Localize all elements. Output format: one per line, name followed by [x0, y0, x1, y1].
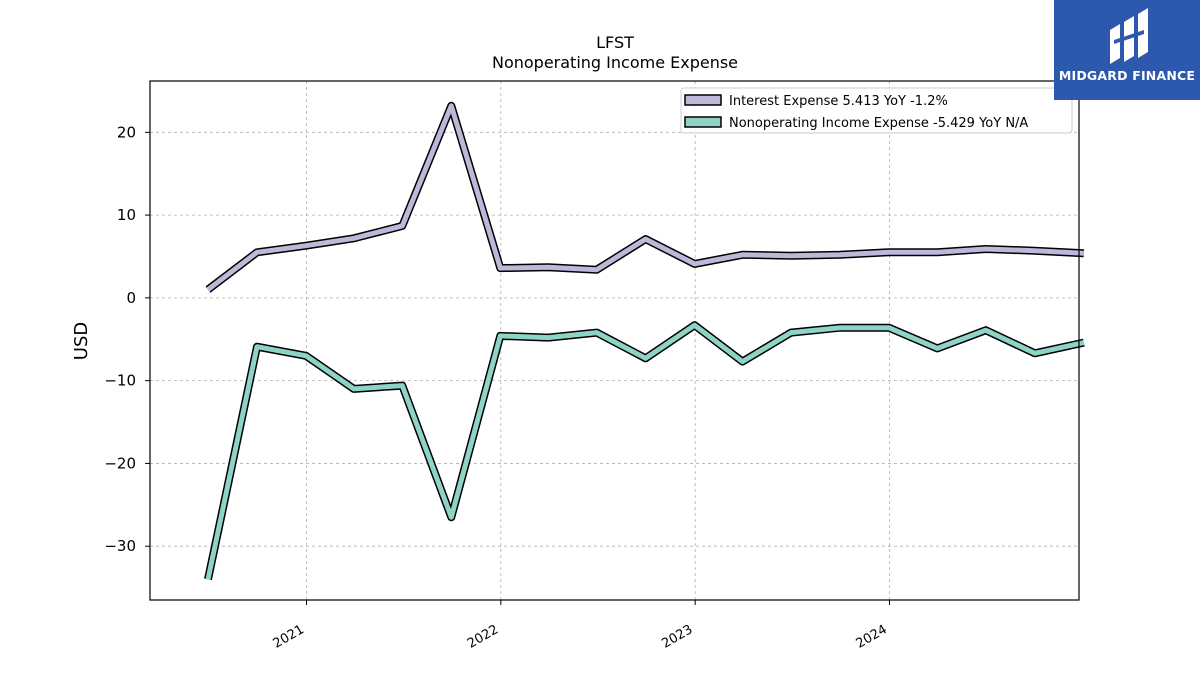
series-layer: [204, 101, 1086, 582]
data-point: [303, 243, 308, 248]
data-point: [837, 325, 842, 330]
data-point: [740, 359, 745, 364]
data-point: [692, 261, 697, 266]
data-point: [449, 103, 454, 108]
data-point: [594, 267, 599, 272]
data-point: [788, 253, 793, 258]
legend-box: [680, 87, 1073, 134]
data-point: [351, 386, 356, 391]
chart-subtitle: Nonoperating Income Expense: [492, 53, 738, 72]
data-point: [303, 353, 308, 358]
x-tick-label: 2022: [465, 622, 501, 652]
y-tick-label: −20: [104, 454, 136, 472]
data-point: [643, 356, 648, 361]
legend: Interest Expense 5.413 YoY -1.2% Nonopera…: [680, 87, 1073, 134]
data-point: [1081, 340, 1086, 345]
x-axis: 2021 2022 2023 2024: [271, 600, 890, 652]
data-point: [206, 287, 211, 292]
logo-text: MIDGARD FINANCE: [1058, 68, 1196, 83]
data-point: [837, 252, 842, 257]
data-point: [983, 328, 988, 333]
y-tick-label: −30: [104, 537, 136, 555]
data-point: [1032, 248, 1037, 253]
y-tick-label: −10: [104, 372, 136, 390]
data-point: [449, 515, 454, 520]
x-tick-label: 2021: [271, 622, 307, 652]
data-point: [546, 265, 551, 270]
data-point: [498, 333, 503, 338]
y-tick-label: 0: [126, 289, 136, 307]
data-point: [643, 237, 648, 242]
data-point: [740, 252, 745, 257]
legend-label: Interest Expense 5.413 YoY -1.2%: [729, 94, 948, 109]
y-axis-label: USD: [71, 322, 92, 360]
data-point: [206, 577, 211, 582]
legend-label: Nonoperating Income Expense -5.429 YoY N…: [729, 116, 1028, 131]
data-point: [400, 223, 405, 228]
series-line: [205, 322, 1085, 580]
data-point: [546, 335, 551, 340]
data-point: [886, 325, 891, 330]
data-point: [255, 250, 260, 255]
midgard-finance-logo: MIDGARD FINANCE: [1054, 0, 1200, 100]
data-point: [255, 344, 260, 349]
data-point: [983, 247, 988, 252]
y-tick-label: 10: [117, 206, 136, 224]
data-point: [886, 250, 891, 255]
data-point: [498, 266, 503, 271]
legend-swatch: [684, 116, 722, 128]
data-point: [935, 346, 940, 351]
data-point: [400, 383, 405, 388]
legend-swatch: [684, 94, 722, 106]
plot-frame: [149, 80, 1080, 601]
y-axis: 20 10 0 −10 −20 −30: [104, 123, 150, 555]
x-tick-label: 2024: [854, 622, 890, 652]
data-point: [594, 330, 599, 335]
y-tick-label: 20: [117, 123, 136, 141]
series-line: [206, 103, 1084, 292]
logo-mark-icon: [1110, 8, 1148, 64]
data-point: [351, 236, 356, 241]
x-tick-label: 2023: [659, 622, 695, 652]
data-point: [1032, 351, 1037, 356]
data-point: [935, 250, 940, 255]
data-point: [1081, 251, 1086, 256]
chart-title: LFST: [596, 33, 634, 52]
series-outline: [204, 321, 1085, 581]
data-point: [692, 323, 697, 328]
data-point: [788, 330, 793, 335]
